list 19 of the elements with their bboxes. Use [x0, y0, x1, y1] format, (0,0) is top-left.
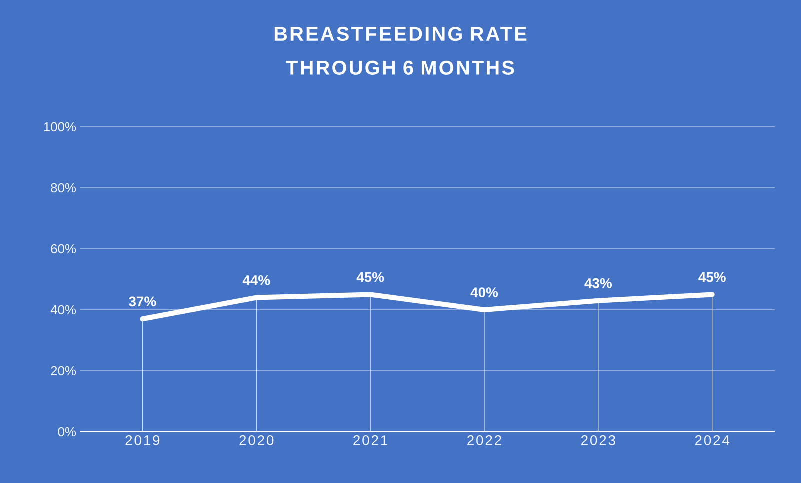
x-tick-label: 2023 [582, 435, 616, 446]
y-tick-label: 40% [50, 305, 76, 315]
chart-title: BREASTFEEDING RATE THROUGH 6 MONTHS [274, 27, 527, 75]
data-label: 43% [584, 278, 612, 288]
y-tick-label: 0% [58, 427, 76, 437]
data-label: 45% [356, 272, 384, 282]
y-tick-label: 100% [44, 122, 76, 132]
x-tick-label: 2019 [126, 435, 160, 446]
data-label: 40% [470, 288, 498, 298]
x-tick-label: 2021 [354, 435, 388, 446]
y-tick-label: 80% [51, 183, 76, 193]
x-tick-label: 2022 [468, 435, 502, 446]
y-tick-label: 60% [51, 244, 76, 254]
x-tick-label: 2020 [240, 435, 274, 446]
data-label: 44% [242, 275, 270, 286]
data-label: 45% [698, 272, 726, 282]
data-label: 37% [129, 296, 156, 307]
x-tick-label: 2024 [695, 435, 730, 446]
y-tick-label: 20% [51, 366, 76, 376]
